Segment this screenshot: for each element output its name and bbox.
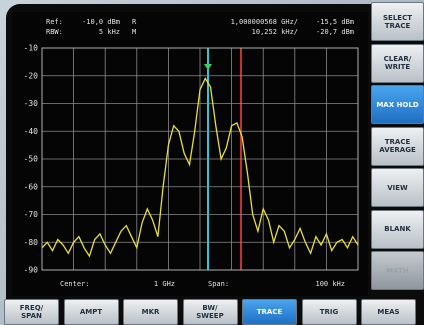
softkey[interactable]: MKR — [123, 299, 178, 325]
screen: {"header":{"rows":[["Ref:","-10,0 dBm","… — [0, 0, 424, 325]
header-text: RBW: — [46, 28, 63, 36]
y-tick-label: -30 — [24, 99, 39, 108]
softkey[interactable]: TRIG — [302, 299, 357, 325]
footer-text: 1 GHz — [154, 280, 175, 288]
y-tick-label: -40 — [24, 127, 39, 136]
softkey[interactable]: MEAS — [361, 299, 416, 325]
softkey[interactable]: TRACE AVERAGE — [371, 127, 424, 166]
softkey[interactable]: VIEW — [371, 168, 424, 207]
softkey[interactable]: TRACE — [242, 299, 297, 325]
y-tick-label: -70 — [24, 210, 39, 219]
footer-text: Span: — [208, 280, 229, 288]
header-text: 10,252 kHz/ — [252, 28, 298, 36]
screen-bg — [12, 12, 368, 296]
y-tick-label: -20 — [24, 71, 39, 80]
footer-text: Center: — [60, 280, 90, 288]
header-text: -20,7 dBm — [316, 28, 354, 36]
header-text: -15,5 dBm — [316, 18, 354, 26]
header-text: 5 kHz — [99, 28, 120, 36]
softkey[interactable]: CLEAR/ WRITE — [371, 44, 424, 83]
y-tick-label: -50 — [24, 155, 39, 164]
y-tick-label: -90 — [24, 266, 39, 275]
header-text: M — [132, 28, 136, 36]
softkey[interactable]: AMPT — [64, 299, 119, 325]
page: html, body { margin: 0; padding: 0; } bo… — [0, 0, 424, 325]
header-text: Ref: — [46, 18, 63, 26]
analyzer-display: -10 -20 -30 -40 -50 -60 -70 -80 -90 Ref: -10,0 dBm… — [0, 0, 424, 325]
softkey[interactable]: BLANK — [371, 210, 424, 249]
softkey[interactable]: MAX HOLD — [371, 85, 424, 124]
softkey[interactable]: SELECT TRACE — [371, 2, 424, 41]
header-text: -10,0 dBm — [82, 18, 120, 26]
y-tick-label: -60 — [24, 182, 39, 191]
softkey: MATH — [371, 251, 424, 290]
y-tick-label: -10 — [24, 44, 39, 53]
header-text: 1,000000568 GHz/ — [231, 18, 298, 26]
softkey[interactable]: BW/ SWEEP — [183, 299, 238, 325]
footer-text: 100 kHz — [315, 280, 345, 288]
softkey[interactable]: FREQ/ SPAN — [4, 299, 59, 325]
y-tick-label: -80 — [24, 238, 39, 247]
